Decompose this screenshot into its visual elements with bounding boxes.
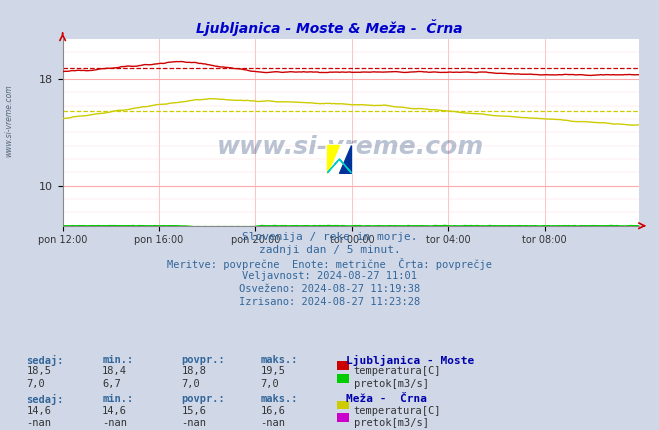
Text: 6,7: 6,7 bbox=[102, 379, 121, 389]
Text: sedaj:: sedaj: bbox=[26, 394, 64, 405]
Text: 19,5: 19,5 bbox=[260, 366, 285, 376]
Text: min.:: min.: bbox=[102, 394, 133, 404]
Text: 18,8: 18,8 bbox=[181, 366, 206, 376]
Polygon shape bbox=[328, 145, 339, 173]
Text: 18,4: 18,4 bbox=[102, 366, 127, 376]
Text: Meža -  Črna: Meža - Črna bbox=[346, 394, 427, 404]
Text: Ljubljanica - Moste & Meža -  Črna: Ljubljanica - Moste & Meža - Črna bbox=[196, 19, 463, 37]
Text: 18,5: 18,5 bbox=[26, 366, 51, 376]
Text: temperatura[C]: temperatura[C] bbox=[354, 366, 442, 376]
Text: -nan: -nan bbox=[102, 418, 127, 428]
Text: povpr.:: povpr.: bbox=[181, 355, 225, 365]
Text: 15,6: 15,6 bbox=[181, 406, 206, 416]
Text: Ljubljanica - Moste: Ljubljanica - Moste bbox=[346, 355, 474, 366]
Polygon shape bbox=[339, 145, 351, 173]
Text: -nan: -nan bbox=[181, 418, 206, 428]
Text: Meritve: povprečne  Enote: metrične  Črta: povprečje: Meritve: povprečne Enote: metrične Črta:… bbox=[167, 258, 492, 270]
Text: temperatura[C]: temperatura[C] bbox=[354, 406, 442, 416]
Text: www.si-vreme.com: www.si-vreme.com bbox=[4, 84, 13, 157]
Text: www.si-vreme.com: www.si-vreme.com bbox=[217, 135, 484, 159]
Text: min.:: min.: bbox=[102, 355, 133, 365]
Text: pretok[m3/s]: pretok[m3/s] bbox=[354, 379, 429, 389]
Text: sedaj:: sedaj: bbox=[26, 355, 64, 366]
Text: 16,6: 16,6 bbox=[260, 406, 285, 416]
Text: 14,6: 14,6 bbox=[26, 406, 51, 416]
Text: zadnji dan / 5 minut.: zadnji dan / 5 minut. bbox=[258, 245, 401, 255]
Text: -nan: -nan bbox=[26, 418, 51, 428]
Text: Veljavnost: 2024-08-27 11:01: Veljavnost: 2024-08-27 11:01 bbox=[242, 271, 417, 281]
Text: 14,6: 14,6 bbox=[102, 406, 127, 416]
Text: -nan: -nan bbox=[260, 418, 285, 428]
Polygon shape bbox=[328, 159, 351, 173]
Text: povpr.:: povpr.: bbox=[181, 394, 225, 404]
Text: Slovenija / reke in morje.: Slovenija / reke in morje. bbox=[242, 232, 417, 242]
Text: maks.:: maks.: bbox=[260, 394, 298, 404]
Text: Izrisano: 2024-08-27 11:23:28: Izrisano: 2024-08-27 11:23:28 bbox=[239, 297, 420, 307]
Text: 7,0: 7,0 bbox=[260, 379, 279, 389]
Text: maks.:: maks.: bbox=[260, 355, 298, 365]
Text: 7,0: 7,0 bbox=[181, 379, 200, 389]
Text: Osveženo: 2024-08-27 11:19:38: Osveženo: 2024-08-27 11:19:38 bbox=[239, 284, 420, 294]
Text: 7,0: 7,0 bbox=[26, 379, 45, 389]
Text: pretok[m3/s]: pretok[m3/s] bbox=[354, 418, 429, 428]
